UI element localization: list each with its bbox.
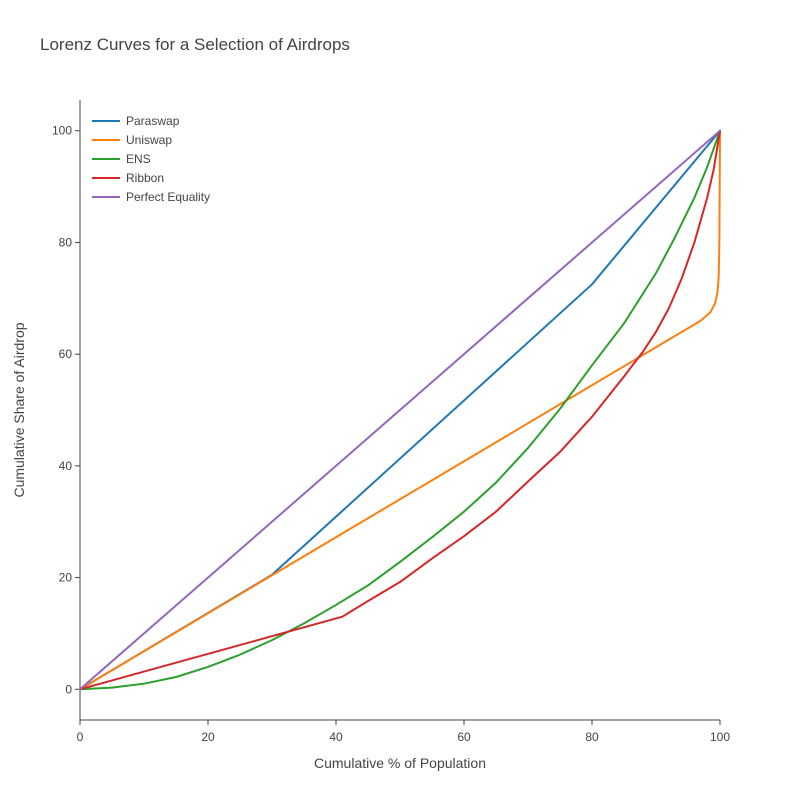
y-tick-label: 0	[65, 682, 72, 696]
chart-title: Lorenz Curves for a Selection of Airdrop…	[40, 35, 350, 54]
y-tick-label: 40	[59, 459, 73, 473]
y-axis-title: Cumulative Share of Airdrop	[11, 322, 27, 497]
series-line-perfect-equality	[79, 129, 721, 691]
y-tick-label: 100	[52, 124, 72, 138]
x-tick-label: 80	[585, 730, 599, 744]
x-tick-label: 40	[329, 730, 343, 744]
series-line-ribbon	[79, 129, 721, 691]
legend-label-paraswap: Paraswap	[126, 114, 180, 128]
plot-area	[79, 129, 721, 691]
legend: Paraswap Uniswap ENS Ribbon Perfect Equality	[92, 114, 210, 204]
legend-label-uniswap: Uniswap	[126, 133, 172, 147]
y-tick-label: 20	[59, 571, 73, 585]
legend-label-perfect-equality: Perfect Equality	[126, 190, 210, 204]
series-line-uniswap	[79, 129, 721, 691]
axes: 0 20 40 60 80 100 0 20 40 60 80 100	[52, 100, 730, 744]
series-line-ens	[79, 129, 721, 691]
x-tick-label: 60	[457, 730, 471, 744]
y-tick-label: 60	[59, 347, 73, 361]
legend-label-ribbon: Ribbon	[126, 171, 164, 185]
x-tick-label: 20	[201, 730, 215, 744]
x-axis-title: Cumulative % of Population	[314, 755, 486, 771]
x-tick-label: 0	[77, 730, 84, 744]
x-tick-label: 100	[710, 730, 730, 744]
legend-label-ens: ENS	[126, 152, 151, 166]
y-tick-label: 80	[59, 235, 73, 249]
